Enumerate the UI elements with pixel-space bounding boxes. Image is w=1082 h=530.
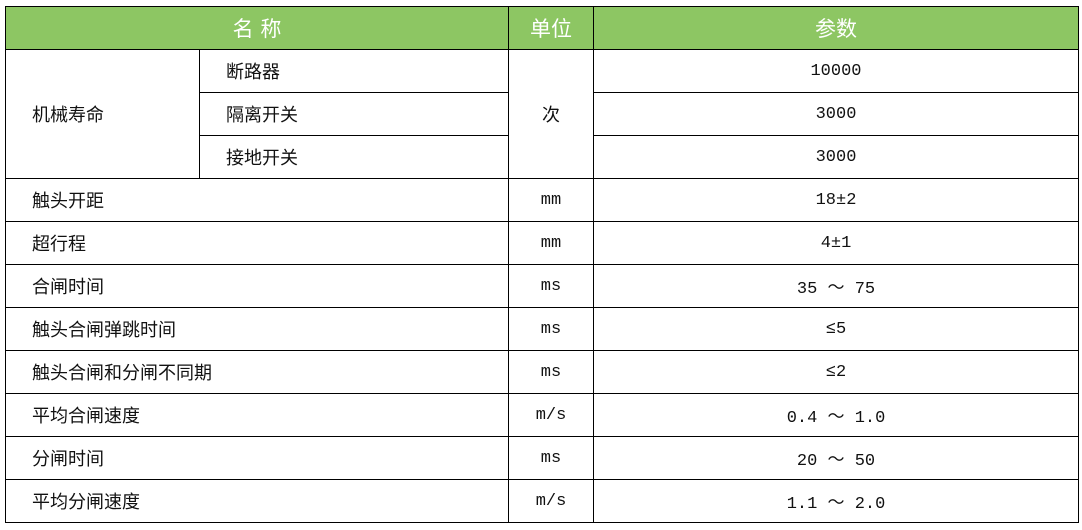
table-row: 隔离开关 3000: [6, 92, 1079, 136]
row-value: 35 ～ 75: [593, 264, 1079, 308]
row-value: 1.1 ～ 2.0: [593, 479, 1079, 523]
row-unit: ms: [508, 350, 594, 394]
header-param: 参数: [593, 6, 1079, 50]
life-item-value: 10000: [593, 49, 1079, 93]
life-item-value: 3000: [593, 135, 1079, 179]
row-name: 触头合闸和分闸不同期: [5, 350, 509, 394]
table-row: 平均合闸速度 m/s 0.4 ～ 1.0: [5, 393, 1079, 437]
header-row: 名 称 单位 参数: [5, 6, 1079, 50]
table-row: 合闸时间 ms 35 ～ 75: [5, 264, 1079, 308]
row-name: 平均分闸速度: [5, 479, 509, 523]
header-unit: 单位: [508, 6, 594, 50]
row-value: ≤5: [593, 307, 1079, 351]
parameter-table: 名 称 单位 参数 机械寿命 断路器 次 10000 隔离开关 3000 接地开…: [5, 6, 1079, 523]
table-row: 触头开距 mm 18±2: [5, 178, 1079, 222]
row-unit: mm: [508, 221, 594, 265]
row-value: ≤2: [593, 350, 1079, 394]
life-label: 机械寿命: [5, 49, 200, 179]
life-item-name: 接地开关: [199, 135, 509, 179]
row-unit: ms: [508, 307, 594, 351]
row-unit: ms: [508, 436, 594, 480]
life-unit: 次: [508, 49, 594, 179]
row-value: 18±2: [593, 178, 1079, 222]
row-value: 20 ～ 50: [593, 436, 1079, 480]
row-unit: m/s: [508, 393, 594, 437]
header-name: 名 称: [5, 6, 509, 50]
row-name: 触头开距: [5, 178, 509, 222]
table-row: 超行程 mm 4±1: [5, 221, 1079, 265]
row-unit: mm: [508, 178, 594, 222]
row-name: 分闸时间: [5, 436, 509, 480]
row-unit: ms: [508, 264, 594, 308]
table-row: 机械寿命 断路器 次 10000: [5, 49, 1079, 179]
row-value: 0.4 ～ 1.0: [593, 393, 1079, 437]
table-row: 接地开关 3000: [6, 135, 1079, 179]
table-row: 分闸时间 ms 20 ～ 50: [5, 436, 1079, 480]
row-value: 4±1: [593, 221, 1079, 265]
row-name: 合闸时间: [5, 264, 509, 308]
row-name: 触头合闸弹跳时间: [5, 307, 509, 351]
life-item-name: 隔离开关: [199, 92, 509, 136]
life-item-value: 3000: [593, 92, 1079, 136]
life-item-name: 断路器: [199, 49, 509, 93]
table-row: 触头合闸弹跳时间 ms ≤5: [5, 307, 1079, 351]
row-name: 超行程: [5, 221, 509, 265]
row-name: 平均合闸速度: [5, 393, 509, 437]
row-unit: m/s: [508, 479, 594, 523]
table-row: 平均分闸速度 m/s 1.1 ～ 2.0: [5, 479, 1079, 523]
table-row: 触头合闸和分闸不同期 ms ≤2: [5, 350, 1079, 394]
